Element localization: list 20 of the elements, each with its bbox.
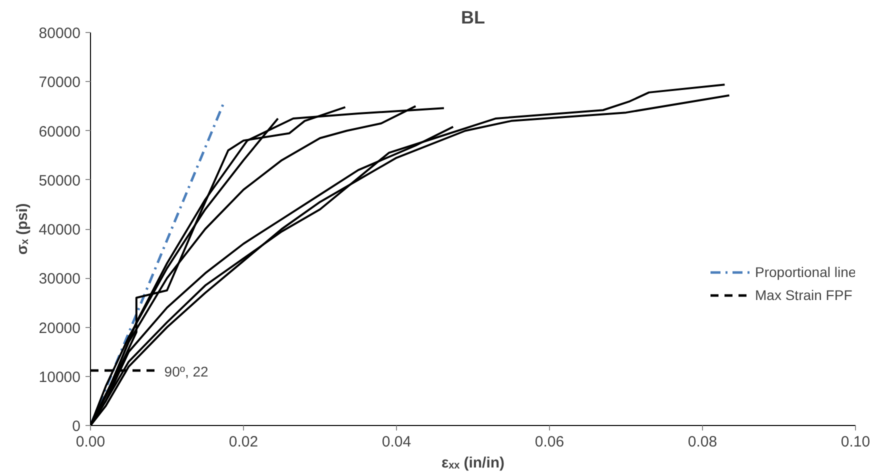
annotation: 90º, 22 [164,363,209,380]
x-axis-title: εₓₓ (in/in) [441,454,505,472]
x-tick-label: 0.08 [688,434,718,450]
legend-label: Max Strain FPF [755,287,852,303]
chart-title: BL [461,8,486,28]
y-tick-label: 40000 [38,222,81,238]
y-tick-label: 10000 [38,368,81,386]
x-tick-label: 0.06 [534,434,564,450]
y-tick-label: 30000 [38,270,81,288]
x-tick-label: 0.00 [76,434,106,450]
y-tick-label: 70000 [38,74,81,92]
y-tick-label: 0 [72,418,80,435]
x-tick-label: 0.02 [228,434,258,450]
y-tick-label: 20000 [38,320,81,337]
y-tick-label: 80000 [38,25,81,42]
y-axis-title: σₓ (psi) [14,203,31,255]
x-tick-label: 0.10 [840,434,870,450]
y-tick-label: 50000 [38,172,81,190]
y-tick-label: 60000 [38,123,81,140]
x-tick-label: 0.04 [382,434,412,450]
